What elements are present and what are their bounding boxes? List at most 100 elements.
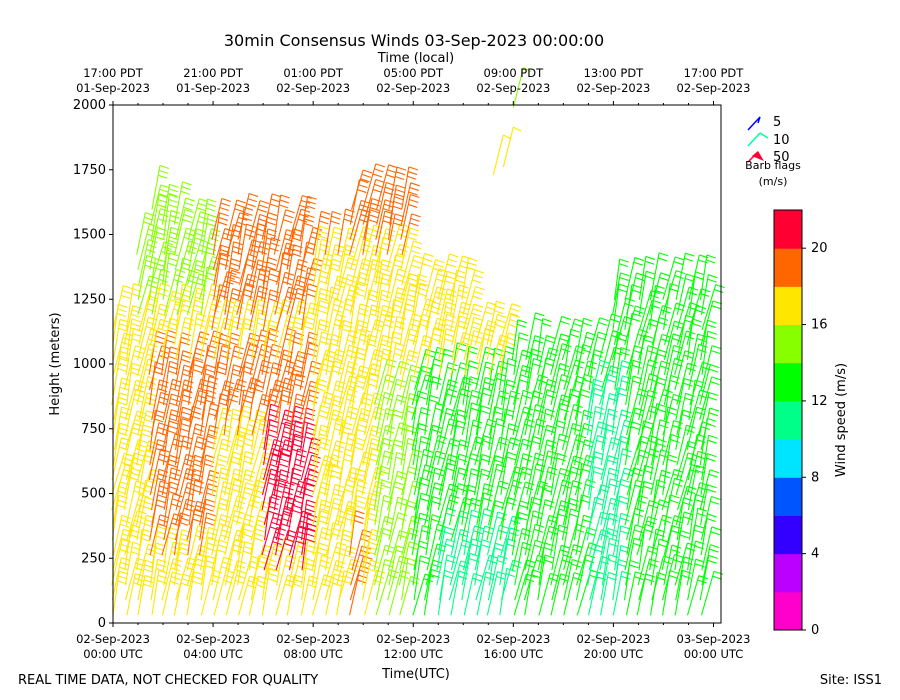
barb-feather — [296, 373, 306, 378]
barb-shaft — [251, 394, 263, 436]
barb-feather — [156, 530, 167, 535]
barb-feather — [171, 409, 181, 414]
wind-barb — [123, 345, 145, 391]
barb-feather — [358, 184, 368, 189]
barb-shaft — [123, 345, 137, 391]
barb-feather — [583, 443, 593, 448]
barb-shaft — [325, 314, 338, 360]
wind-barb — [312, 287, 330, 330]
barb-feather — [385, 363, 396, 368]
barb-feather — [119, 392, 129, 397]
barb-feather — [406, 424, 417, 429]
barb-feather — [517, 319, 527, 324]
barb-feather — [192, 369, 203, 374]
barb-shaft — [149, 303, 161, 345]
barb-feather — [206, 202, 216, 208]
barb-feather — [374, 168, 384, 173]
barb-shaft — [263, 362, 274, 406]
barb-feather — [305, 567, 316, 572]
barb-feather — [694, 524, 704, 529]
barb-feather — [267, 328, 277, 333]
barb-feather — [333, 568, 343, 573]
barb-feather — [469, 552, 480, 557]
barb-feather — [656, 443, 666, 448]
barb-shaft — [124, 524, 132, 571]
barb-feather — [307, 341, 317, 346]
barb-shaft — [226, 212, 241, 255]
barb-shaft — [299, 455, 313, 496]
barb-feather — [623, 472, 633, 477]
barb-shaft — [651, 555, 665, 601]
wind-barb — [338, 244, 356, 285]
barb-feather — [333, 409, 343, 414]
wind-barb — [162, 252, 179, 300]
barb-feather — [473, 274, 483, 279]
wind-barb — [226, 199, 246, 240]
barb-feather — [335, 283, 345, 289]
barb-shaft — [587, 571, 599, 616]
barb-feather — [385, 228, 396, 233]
barb-feather — [619, 517, 630, 522]
barb-feather — [145, 454, 155, 459]
barb-feather — [182, 394, 192, 399]
wind-barb — [211, 514, 231, 556]
barb-shaft — [349, 556, 364, 601]
barb-feather — [373, 411, 384, 416]
barb-shaft — [150, 542, 157, 586]
barb-feather — [321, 238, 331, 243]
barb-feather — [444, 531, 454, 536]
wind-barb — [200, 198, 217, 240]
barb-feather — [497, 313, 507, 318]
barb-feather — [408, 545, 418, 550]
barb-feather — [160, 184, 170, 189]
barb-feather — [281, 262, 291, 267]
barb-feather — [168, 370, 178, 375]
barb-shaft — [338, 244, 347, 285]
barb-feather — [284, 486, 294, 491]
barb-feather — [559, 433, 569, 438]
barb-feather — [639, 449, 649, 454]
barb-shaft — [336, 546, 348, 586]
barb-feather — [394, 196, 404, 201]
barb-feather — [645, 275, 655, 280]
barb-shaft — [151, 165, 161, 210]
barb-shaft — [299, 214, 306, 255]
barb-feather — [236, 199, 246, 204]
barb-feather — [146, 254, 156, 259]
barb-shaft — [212, 407, 224, 451]
barb-feather — [307, 283, 318, 288]
wind-barb — [373, 544, 395, 586]
barb-feather — [295, 283, 305, 288]
barb-shaft — [225, 530, 238, 571]
barb-feather — [360, 549, 370, 554]
barb-feather — [282, 448, 292, 453]
barb-shaft — [188, 331, 201, 376]
barb-feather — [206, 394, 216, 399]
barb-feather — [147, 358, 158, 363]
wind-barb — [261, 193, 282, 240]
barb-feather — [609, 537, 619, 542]
barb-shaft — [199, 454, 207, 496]
barb-feather — [169, 252, 179, 257]
barb-feather — [119, 355, 129, 360]
barb-feather — [359, 204, 370, 209]
barb-feather — [318, 309, 328, 314]
barb-feather — [256, 308, 267, 313]
barb-shaft — [350, 495, 358, 541]
barb-feather — [546, 424, 556, 429]
barb-shaft — [123, 423, 135, 466]
barb-feather — [472, 279, 482, 284]
barb-feather — [398, 560, 408, 565]
barb-shaft — [136, 497, 146, 541]
barb-feather — [320, 559, 330, 564]
barb-feather — [122, 457, 133, 462]
barb-feather — [346, 278, 356, 283]
barb-feather — [659, 419, 670, 424]
barb-feather — [631, 317, 641, 322]
barb-feather — [383, 520, 394, 525]
barb-feather — [233, 472, 243, 477]
barb-feather — [317, 551, 327, 556]
barb-feather — [243, 327, 253, 332]
barb-feather — [205, 277, 215, 282]
barb-feather — [155, 258, 165, 263]
